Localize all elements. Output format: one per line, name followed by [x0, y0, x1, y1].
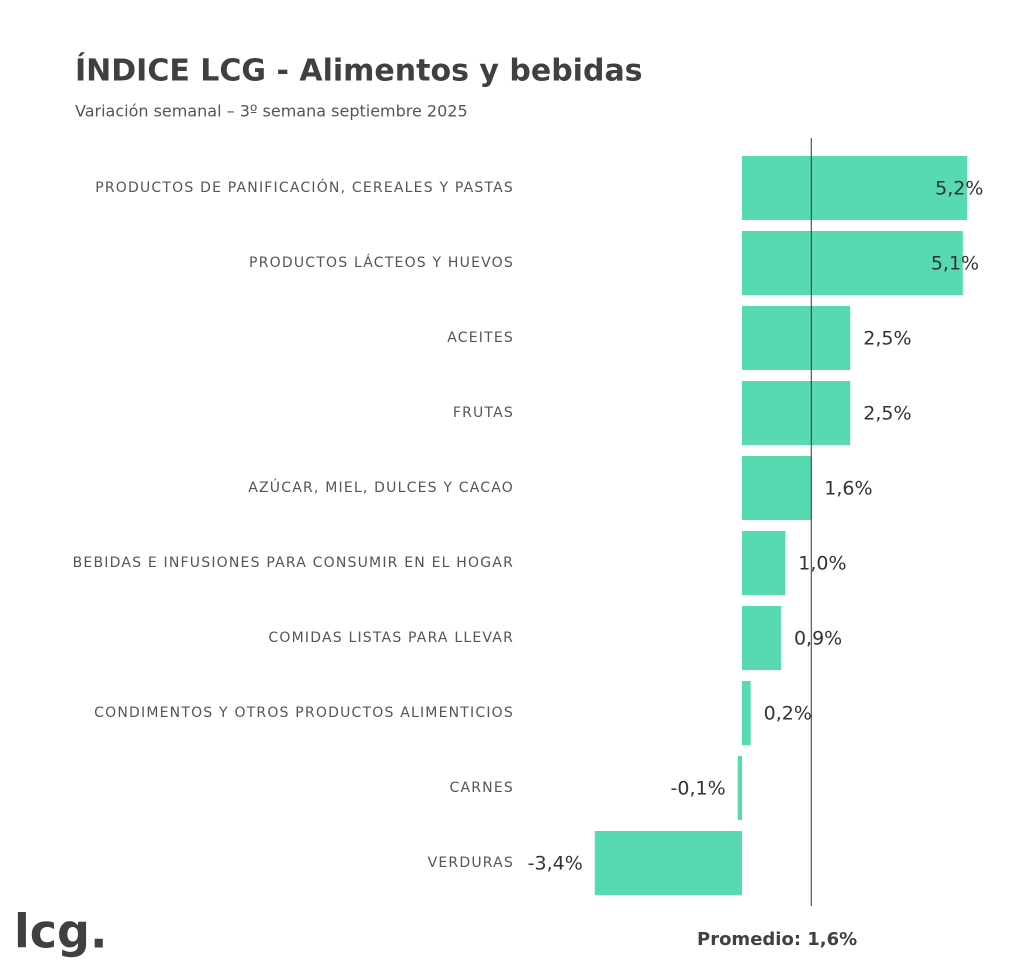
bar	[742, 231, 963, 295]
chart-subtitle: Variación semanal – 3º semana septiembre…	[75, 102, 468, 121]
category-label-box: FRUTAS	[14, 399, 514, 427]
category-label: ACEITES	[447, 330, 514, 346]
category-label: FRUTAS	[452, 405, 514, 421]
category-label-box: AZÚCAR, MIEL, DULCES Y CACAO	[14, 474, 514, 502]
value-label: 5,2%	[935, 178, 983, 200]
value-label: 2,5%	[863, 328, 911, 350]
bar	[742, 606, 781, 670]
value-label: 1,6%	[824, 478, 872, 500]
category-label-box: COMIDAS LISTAS PARA LLEVAR	[14, 624, 514, 652]
value-label: 0,2%	[764, 703, 812, 725]
value-label: 2,5%	[863, 403, 911, 425]
category-label: PRODUCTOS DE PANIFICACIÓN, CEREALES Y PA…	[95, 180, 514, 196]
category-label: CONDIMENTOS Y OTROS PRODUCTOS ALIMENTICI…	[94, 705, 514, 721]
category-label: AZÚCAR, MIEL, DULCES Y CACAO	[248, 480, 514, 496]
category-label: PRODUCTOS LÁCTEOS Y HUEVOS	[249, 255, 514, 271]
category-label: VERDURAS	[427, 855, 514, 871]
bar	[742, 456, 812, 520]
category-label: BEBIDAS E INFUSIONES PARA CONSUMIR EN EL…	[72, 555, 514, 571]
value-label: -0,1%	[671, 778, 726, 800]
category-label-box: PRODUCTOS LÁCTEOS Y HUEVOS	[14, 249, 514, 277]
bar	[742, 306, 851, 370]
logo: lcg.	[14, 905, 107, 959]
value-label: 0,9%	[794, 628, 842, 650]
bar	[594, 831, 742, 895]
category-label-box: CONDIMENTOS Y OTROS PRODUCTOS ALIMENTICI…	[14, 699, 514, 727]
value-label: 5,1%	[931, 253, 979, 275]
bar	[742, 531, 786, 595]
category-label-box: ACEITES	[14, 324, 514, 352]
category-label-box: PRODUCTOS DE PANIFICACIÓN, CEREALES Y PA…	[14, 174, 514, 202]
category-label: CARNES	[449, 780, 514, 796]
value-label: 1,0%	[798, 553, 846, 575]
category-label: COMIDAS LISTAS PARA LLEVAR	[268, 630, 514, 646]
chart-title: ÍNDICE LCG - Alimentos y bebidas	[75, 53, 643, 89]
value-label: -3,4%	[528, 853, 583, 875]
bar	[742, 381, 851, 445]
category-label-box: BEBIDAS E INFUSIONES PARA CONSUMIR EN EL…	[14, 549, 514, 577]
bar	[742, 156, 968, 220]
bar	[742, 681, 751, 745]
average-label: Promedio: 1,6%	[697, 929, 857, 950]
bar	[737, 756, 742, 820]
category-label-box: VERDURAS	[14, 849, 514, 877]
category-label-box: CARNES	[14, 774, 514, 802]
